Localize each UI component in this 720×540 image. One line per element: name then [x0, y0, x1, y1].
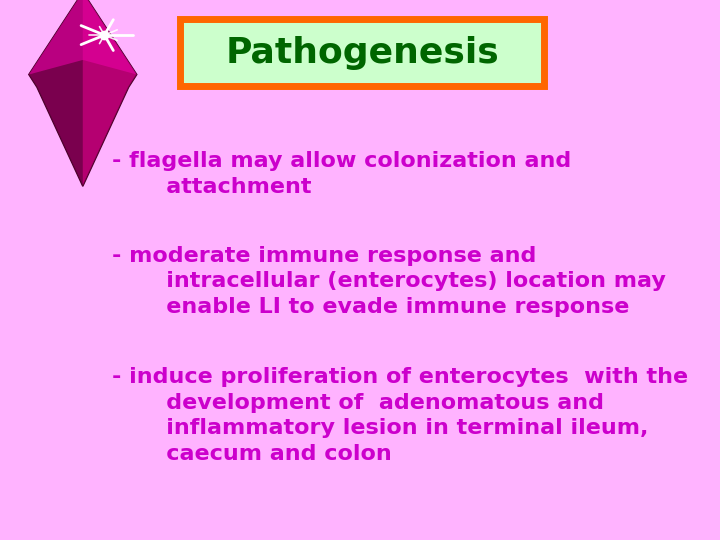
FancyBboxPatch shape [180, 19, 544, 86]
Text: Pathogenesis: Pathogenesis [225, 36, 499, 70]
Polygon shape [29, 0, 137, 186]
Polygon shape [83, 0, 137, 186]
Text: - flagella may allow colonization and
       attachment: - flagella may allow colonization and at… [112, 151, 571, 197]
Text: - moderate immune response and
       intracellular (enterocytes) location may
 : - moderate immune response and intracell… [112, 246, 665, 317]
Text: - induce proliferation of enterocytes  with the
       development of  adenomato: - induce proliferation of enterocytes wi… [112, 367, 688, 464]
Polygon shape [29, 0, 83, 186]
Polygon shape [29, 0, 137, 75]
